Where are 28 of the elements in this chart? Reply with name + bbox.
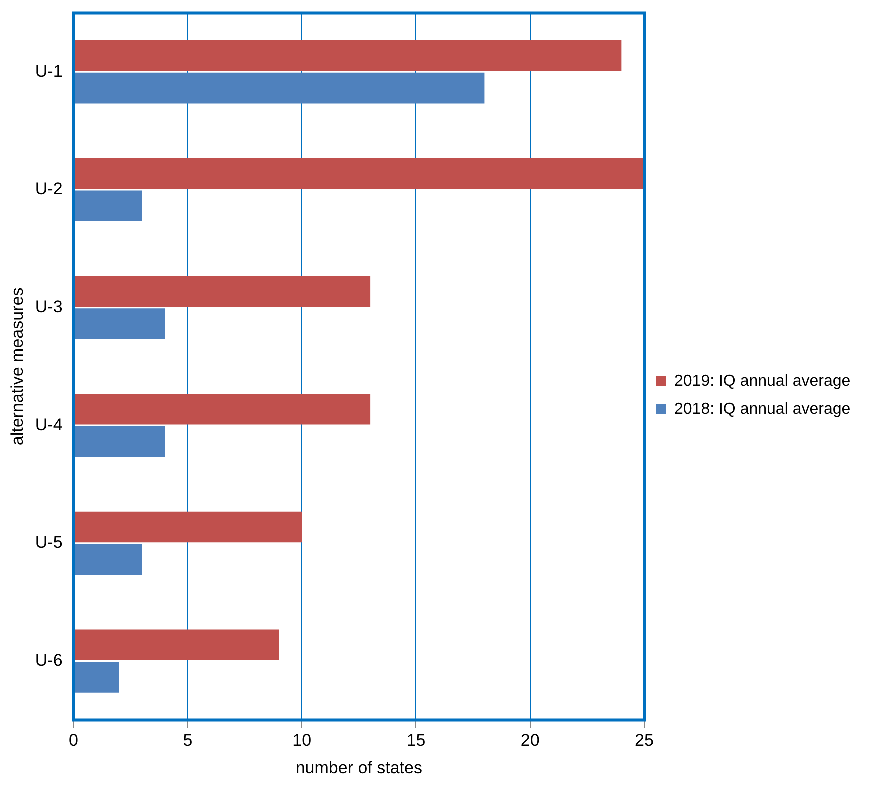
y-tick-label: U-6 [35,650,63,670]
y-tick-label: U-5 [35,533,63,552]
bar [74,426,166,458]
bar [74,308,166,340]
y-axis-title: alternative measures [8,288,27,446]
x-tick-label: 25 [635,731,654,750]
bar [74,158,644,190]
legend-label: 2019: IQ annual average [674,372,851,390]
bar [74,630,280,660]
y-tick-label: U-3 [35,297,63,316]
x-tick-label: 15 [406,731,426,750]
y-tick-label: U-4 [35,415,63,434]
x-tick-label: 20 [520,731,540,750]
x-tick-label: 0 [69,731,79,750]
y-tick-label: U-2 [35,180,63,199]
bar [74,40,622,72]
bar [74,276,371,307]
bar [74,662,120,693]
x-tick-label: 5 [183,731,193,750]
bar [74,72,485,104]
bar [74,512,302,543]
bar [74,394,371,425]
x-axis-title: number of states [296,758,422,778]
legend-label: 2018: IQ annual average [674,400,851,418]
bar [74,544,142,576]
x-tick-label: 10 [292,731,312,750]
bar [74,190,142,222]
y-tick-label: U-1 [35,62,63,81]
